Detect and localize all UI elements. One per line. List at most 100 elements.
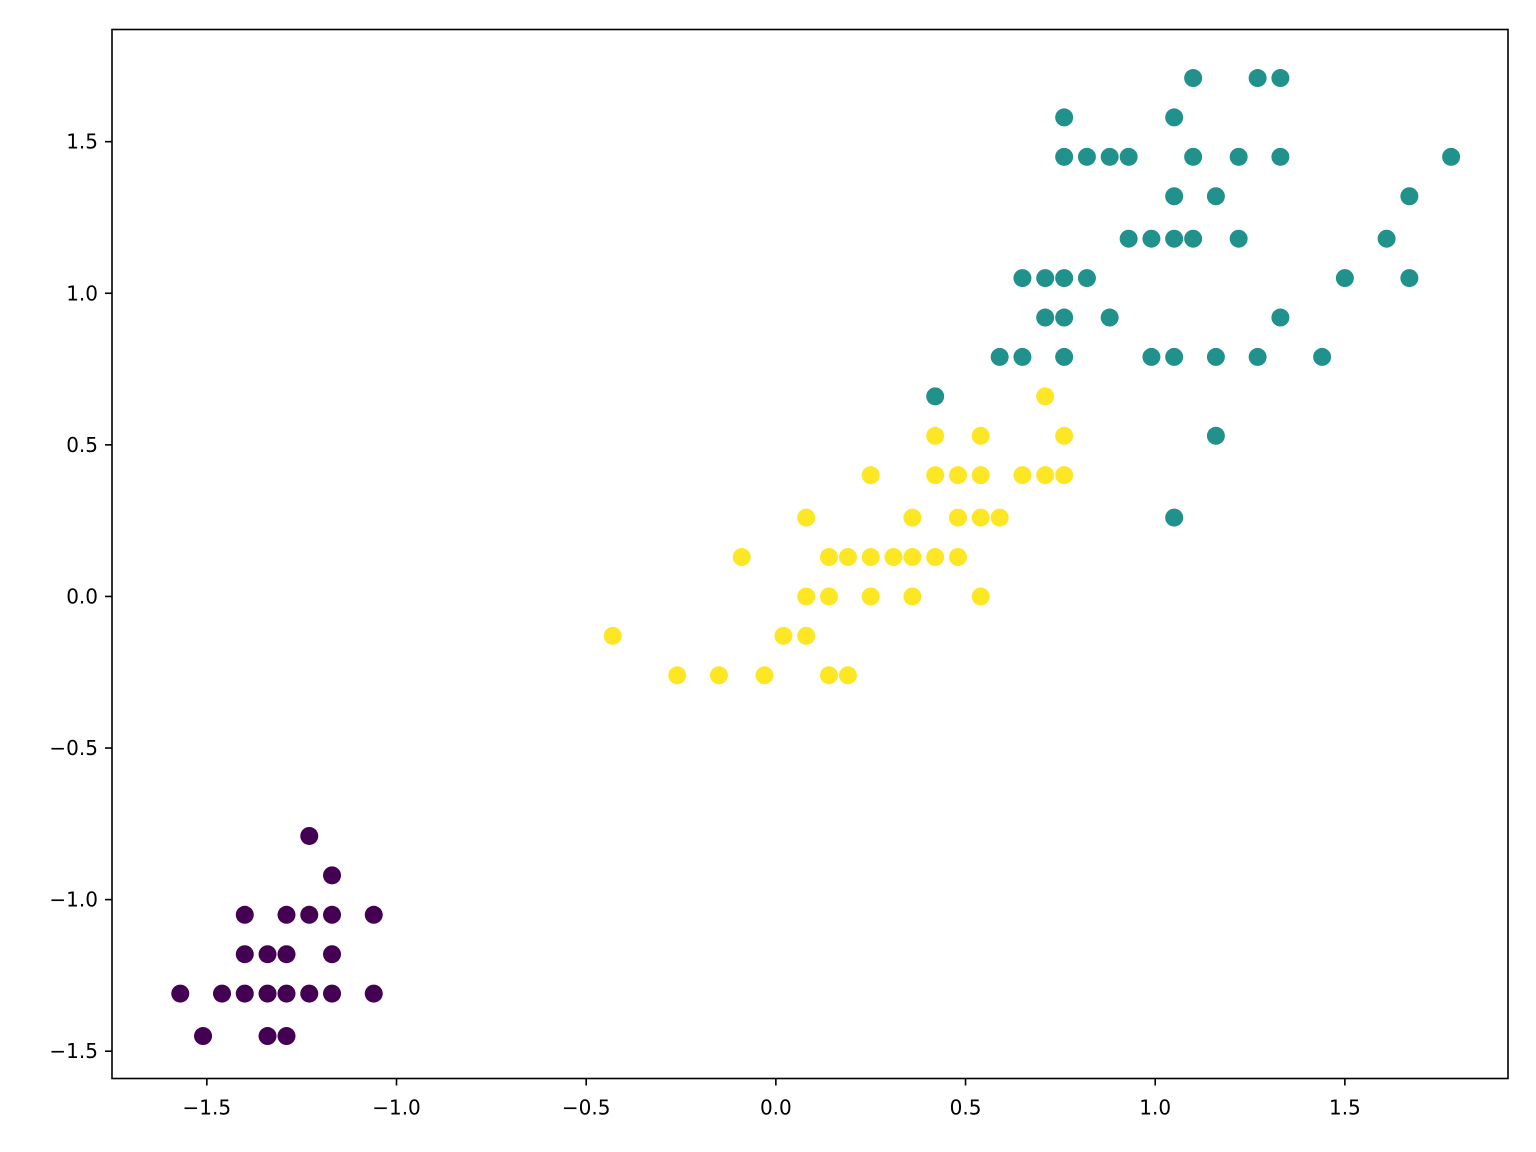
data-point-series-1-19 [323, 905, 342, 924]
data-point-series-2-6 [774, 626, 793, 645]
data-point-series-1-21 [364, 984, 383, 1003]
data-point-series-3-19 [1142, 347, 1161, 366]
data-point-series-3-22 [1165, 229, 1184, 248]
data-point-series-2-18 [884, 548, 903, 567]
x-tick-label: −0.5 [562, 1096, 611, 1120]
y-tick-label: 1.5 [66, 130, 98, 154]
data-point-series-3-23 [1165, 347, 1184, 366]
data-point-series-3-3 [1013, 269, 1032, 288]
data-point-series-1-2 [194, 1027, 213, 1046]
data-point-series-2-19 [903, 548, 922, 567]
data-point-series-3-41 [1400, 187, 1419, 206]
data-point-series-1-9 [258, 1027, 277, 1046]
data-point-series-2-10 [819, 548, 838, 567]
x-tick-label: −1.5 [183, 1096, 232, 1120]
y-tick-label: 0.0 [66, 584, 98, 608]
data-point-series-2-31 [971, 587, 990, 606]
data-point-series-3-26 [1184, 147, 1203, 166]
x-axis: −1.5 −1.0 −0.5 0.0 0.5 1.0 1.5 [183, 1078, 1361, 1120]
data-point-series-1-14 [300, 984, 319, 1003]
data-point-series-2-17 [861, 587, 880, 606]
points-layer [171, 69, 1461, 1046]
data-point-series-2-33 [1013, 466, 1032, 485]
data-point-series-3-32 [1229, 229, 1248, 248]
data-point-series-3-20 [1165, 108, 1184, 127]
data-point-series-3-25 [1184, 69, 1203, 88]
data-point-series-2-24 [926, 548, 945, 567]
data-point-series-3-1 [926, 387, 945, 406]
data-point-series-2-27 [948, 548, 967, 567]
data-point-series-1-12 [277, 905, 296, 924]
data-point-series-3-21 [1165, 187, 1184, 206]
data-point-series-1-22 [364, 905, 383, 924]
data-point-series-2-14 [838, 666, 857, 685]
data-point-series-2-29 [971, 466, 990, 485]
data-point-series-3-33 [1248, 69, 1267, 88]
data-point-series-3-34 [1248, 347, 1267, 366]
data-point-series-3-8 [1055, 147, 1074, 166]
data-point-series-3-4 [1013, 347, 1032, 366]
data-point-series-1-13 [277, 1027, 296, 1046]
data-point-series-3-42 [1400, 269, 1419, 288]
data-point-series-3-18 [1142, 229, 1161, 248]
data-point-series-2-34 [1036, 387, 1055, 406]
data-point-series-2-4 [732, 548, 751, 567]
data-point-series-3-12 [1077, 147, 1096, 166]
data-point-series-2-21 [903, 587, 922, 606]
y-tick-label: −0.5 [49, 736, 98, 760]
data-point-series-2-25 [948, 466, 967, 485]
y-tick-label: 1.0 [66, 281, 98, 305]
data-point-series-2-28 [971, 426, 990, 445]
y-axis: −1.5 −1.0 −0.5 0.0 0.5 1.0 1.5 [49, 130, 112, 1063]
data-point-series-3-11 [1055, 347, 1074, 366]
y-tick-label: −1.5 [49, 1039, 98, 1063]
data-point-series-1-5 [235, 945, 254, 964]
data-point-series-2-20 [903, 508, 922, 527]
data-point-series-1-6 [235, 905, 254, 924]
data-point-series-3-15 [1100, 308, 1119, 327]
data-point-series-3-35 [1271, 69, 1290, 88]
data-point-series-2-36 [1055, 426, 1074, 445]
data-point-series-2-5 [755, 666, 774, 685]
data-point-series-3-5 [1036, 269, 1055, 288]
data-point-series-2-13 [838, 548, 857, 567]
data-point-series-1-7 [258, 984, 277, 1003]
x-tick-label: 1.5 [1329, 1096, 1361, 1120]
data-point-series-1-3 [213, 984, 232, 1003]
data-point-series-3-27 [1184, 229, 1203, 248]
data-point-series-2-23 [926, 466, 945, 485]
data-point-series-1-20 [323, 866, 342, 885]
data-point-series-2-37 [1055, 466, 1074, 485]
data-point-series-2-35 [1036, 466, 1055, 485]
data-point-series-2-7 [797, 587, 816, 606]
data-point-series-2-11 [819, 587, 838, 606]
data-point-series-3-14 [1100, 147, 1119, 166]
data-point-series-3-31 [1229, 147, 1248, 166]
data-point-series-3-43 [1442, 147, 1461, 166]
data-point-series-3-16 [1119, 147, 1138, 166]
data-point-series-3-36 [1271, 147, 1290, 166]
data-point-series-3-39 [1335, 269, 1354, 288]
x-tick-label: 0.5 [950, 1096, 982, 1120]
data-point-series-2-26 [948, 508, 967, 527]
data-point-series-3-40 [1377, 229, 1396, 248]
data-point-series-1-18 [323, 945, 342, 964]
x-tick-label: 0.0 [760, 1096, 792, 1120]
data-point-series-2-15 [861, 548, 880, 567]
data-point-series-2-2 [668, 666, 687, 685]
data-point-series-2-22 [926, 426, 945, 445]
data-point-series-3-10 [1055, 308, 1074, 327]
data-point-series-2-32 [990, 508, 1009, 527]
data-point-series-3-2 [990, 347, 1009, 366]
y-tick-label: −1.0 [49, 888, 98, 912]
data-point-series-1-16 [300, 826, 319, 845]
plot-area-frame [111, 28, 1509, 1080]
data-point-series-2-9 [797, 626, 816, 645]
data-point-series-3-38 [1313, 347, 1332, 366]
data-point-series-3-9 [1055, 269, 1074, 288]
data-point-series-2-8 [797, 508, 816, 527]
data-point-series-1-10 [277, 984, 296, 1003]
data-point-series-3-28 [1206, 187, 1225, 206]
